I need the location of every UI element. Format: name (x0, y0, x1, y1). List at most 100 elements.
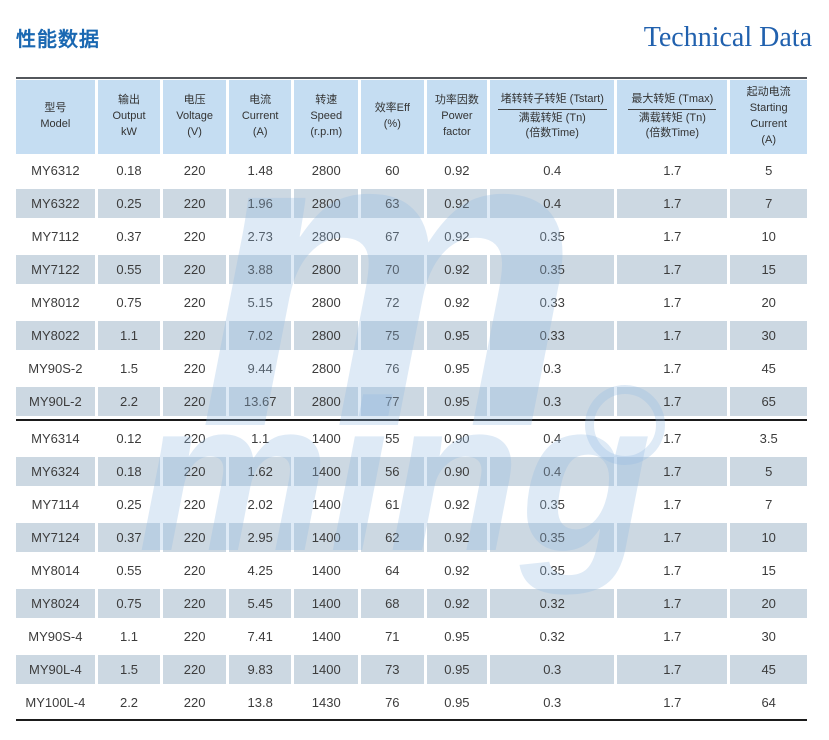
value-cell: 1.7 (617, 523, 728, 552)
value-cell: 75 (361, 321, 424, 350)
value-cell: 2.2 (119, 695, 139, 710)
value-cell: 45 (730, 655, 808, 684)
value-cell: 220 (183, 497, 206, 512)
value-cell: 63 (361, 189, 424, 218)
table-row: MY7112 0.37 220 2.73 2800 67 0.92 0.35 1.7 10 (16, 220, 807, 253)
group-divider-line (16, 419, 807, 421)
value-cell: 220 (183, 431, 206, 446)
value-cell: 2800 (294, 387, 359, 416)
value-cell: 76 (385, 695, 400, 710)
header-text: 电流 Current (A) (241, 94, 279, 138)
model-cell: MY90S-4 (28, 629, 83, 644)
value-cell: 220 (163, 387, 226, 416)
value-cell: 0.37 (97, 523, 161, 552)
fraction-numerator: 最大转矩 (Tmax) (628, 92, 717, 110)
value-cell: 55 (385, 431, 400, 446)
value-cell: 0.25 (97, 189, 161, 218)
value-cell: 0.92 (444, 563, 470, 578)
value-cell: 0.33 (539, 295, 565, 310)
value-cell: 0.35 (539, 229, 565, 244)
value-cell: 220 (183, 695, 206, 710)
value-cell: 30 (730, 321, 808, 350)
value-cell: 15 (761, 563, 776, 578)
model-cell: MY6314 (31, 431, 80, 446)
table-row: MY8024 0.75 220 5.45 1400 68 0.92 0.32 1.7 20 (16, 587, 808, 620)
value-cell: 220 (163, 321, 226, 350)
value-cell: 3.5 (759, 431, 778, 446)
value-cell: 1.7 (617, 655, 728, 684)
value-cell: 0.4 (543, 163, 562, 178)
value-cell: 0.92 (444, 295, 470, 310)
table-row: MY7124 0.37 220 2.95 1400 62 0.92 0.35 1.7 10 (16, 521, 808, 554)
table-row: MY6314 0.12 220 1.1 1400 55 0.90 0.4 1.7 3.5 (16, 422, 807, 455)
value-cell: 4.25 (247, 563, 273, 578)
value-cell: 220 (183, 563, 206, 578)
value-cell: 0.3 (543, 695, 562, 710)
value-cell: 67 (385, 229, 400, 244)
value-cell: 220 (163, 189, 226, 218)
table-header-row: 型号 Model 输出 Output kW 电压 Voltage (V) 电流 … (16, 80, 808, 154)
value-cell: 0.95 (444, 629, 470, 644)
table-row: MY6324 0.18 220 1.62 1400 56 0.90 0.4 1.7 5 (16, 455, 808, 488)
value-cell: 5 (730, 457, 808, 486)
value-cell: 72 (385, 295, 400, 310)
value-cell: 1400 (311, 497, 341, 512)
value-cell: 0.55 (97, 255, 161, 284)
value-cell: 9.44 (247, 361, 273, 376)
value-cell: 45 (761, 361, 776, 376)
value-cell: 1.62 (228, 457, 292, 486)
value-cell: 3.88 (228, 255, 292, 284)
value-cell: 5.45 (228, 589, 292, 618)
value-cell: 1.7 (617, 387, 728, 416)
fraction-note: (倍数Time) (525, 127, 579, 140)
value-cell: 0.12 (116, 431, 142, 446)
value-cell: 7.02 (228, 321, 292, 350)
value-cell: 0.90 (444, 431, 470, 446)
value-cell: 20 (730, 589, 808, 618)
value-cell: 1.7 (617, 589, 728, 618)
value-cell: 1400 (294, 523, 359, 552)
value-cell: 0.3 (543, 361, 562, 376)
header-cell-voltage: 电压 Voltage (V) (163, 80, 226, 154)
value-cell: 0.92 (426, 589, 488, 618)
table-row: MY6322 0.25 220 1.96 2800 63 0.92 0.4 1.7 7 (16, 187, 808, 220)
value-cell: 0.35 (490, 523, 615, 552)
value-cell: 1430 (311, 695, 341, 710)
model-cell: MY7114 (31, 497, 80, 512)
value-cell: 0.33 (490, 321, 615, 350)
value-cell: 2.02 (247, 497, 273, 512)
value-cell: 0.95 (426, 655, 488, 684)
table-row: MY8022 1.1 220 7.02 2800 75 0.95 0.33 1.7 30 (16, 319, 808, 352)
page-title-chinese: 性能数据 (16, 29, 100, 51)
value-cell: 0.92 (444, 497, 470, 512)
model-cell: MY90S-2 (28, 361, 83, 376)
value-cell: 0.75 (116, 295, 142, 310)
value-cell: 1.7 (663, 361, 682, 376)
value-cell: 2800 (294, 255, 359, 284)
value-cell: 0.95 (426, 387, 488, 416)
header-cell-tmax-ratio: 最大转矩 (Tmax) 满载转矩 (Tn) (倍数Time) (617, 80, 728, 154)
value-cell: 13.8 (247, 695, 273, 710)
value-cell: 1.7 (663, 497, 682, 512)
value-cell: 220 (163, 655, 226, 684)
value-cell: 0.3 (490, 387, 615, 416)
value-cell: 0.25 (116, 497, 142, 512)
value-cell: 1400 (311, 431, 341, 446)
value-cell: 0.95 (444, 695, 470, 710)
value-cell: 0.35 (539, 497, 565, 512)
value-cell: 10 (761, 229, 776, 244)
table-row: MY100L-4 2.2 220 13.8 1430 76 0.95 0.3 1.7 64 (16, 686, 807, 719)
speed-2800-group: MY6312 0.18 220 1.48 2800 60 0.92 0.4 1.7 5 MY6322… (16, 154, 808, 418)
value-cell: 1.1 (119, 629, 139, 644)
value-cell: 1400 (294, 589, 359, 618)
header-text: 型号 Model (40, 102, 71, 130)
value-cell: 62 (361, 523, 424, 552)
value-cell: 10 (730, 523, 808, 552)
value-cell: 70 (361, 255, 424, 284)
table-row: MY7122 0.55 220 3.88 2800 70 0.92 0.35 1.7 15 (16, 253, 808, 286)
table-row: MY7114 0.25 220 2.02 1400 61 0.92 0.35 1.7 7 (16, 488, 807, 521)
value-cell: 0.90 (426, 457, 488, 486)
value-cell: 1.7 (663, 695, 682, 710)
value-cell: 0.92 (444, 163, 470, 178)
